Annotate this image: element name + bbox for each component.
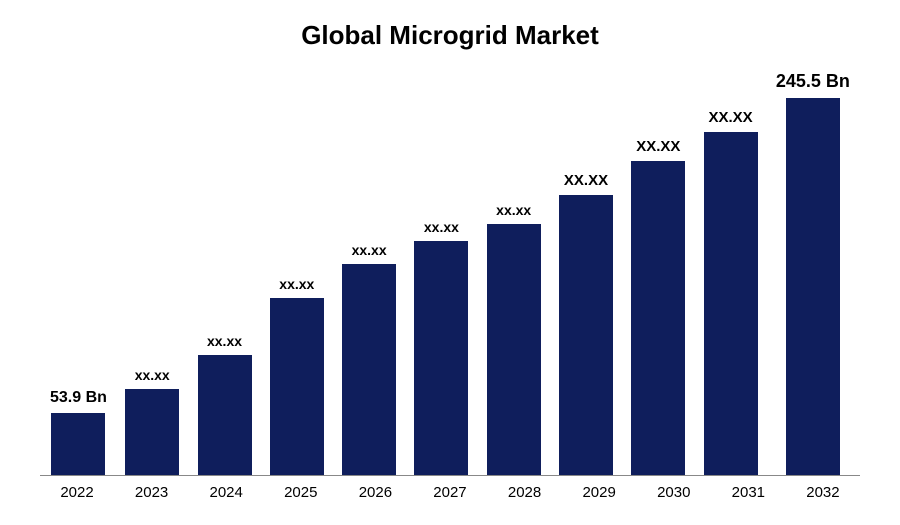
bar-value-label: XX.XX — [564, 172, 608, 189]
bar-group: xx.xx — [414, 219, 468, 475]
x-axis: 2022 2023 2024 2025 2026 2027 2028 2029 2030 2031… — [40, 476, 860, 501]
bar — [125, 389, 179, 475]
x-axis-label: 2026 — [348, 484, 402, 501]
plot-area: 53.9 Bn xx.xx xx.xx xx.xx xx.xx xx.xx xx.xx XX.… — [40, 76, 860, 476]
x-axis-label: 2032 — [796, 484, 850, 501]
bar-value-label: XX.XX — [709, 109, 753, 126]
bar — [342, 264, 396, 475]
chart-container: Global Microgrid Market 53.9 Bn xx.xx xx.x… — [0, 0, 900, 525]
bar-value-label: xx.xx — [135, 367, 170, 383]
x-axis-label: 2022 — [50, 484, 104, 501]
bar-value-label: xx.xx — [207, 333, 242, 349]
x-axis-label: 2025 — [274, 484, 328, 501]
bar-group: xx.xx — [125, 367, 179, 475]
bar — [559, 195, 613, 475]
bar-group: 53.9 Bn — [50, 389, 107, 475]
bar-group: xx.xx — [270, 276, 324, 475]
bar-group: XX.XX — [704, 109, 758, 475]
bar-group: xx.xx — [487, 202, 541, 475]
bar-value-label: xx.xx — [279, 276, 314, 292]
bar — [198, 355, 252, 475]
bar — [704, 132, 758, 475]
bar-value-label: 245.5 Bn — [776, 71, 850, 92]
bar — [414, 241, 468, 475]
bar-group: xx.xx — [342, 242, 396, 475]
bar-group: xx.xx — [198, 333, 252, 475]
bar — [487, 224, 541, 475]
x-axis-label: 2029 — [572, 484, 626, 501]
x-axis-label: 2028 — [498, 484, 552, 501]
x-axis-label: 2030 — [647, 484, 701, 501]
bar-value-label: 53.9 Bn — [50, 389, 107, 407]
bar — [786, 98, 840, 475]
bar-value-label: XX.XX — [636, 138, 680, 155]
bar-group: XX.XX — [559, 172, 613, 475]
x-axis-label: 2031 — [721, 484, 775, 501]
chart-title: Global Microgrid Market — [40, 20, 860, 51]
bar-group: XX.XX — [631, 138, 685, 475]
bar — [51, 413, 105, 475]
bar — [270, 298, 324, 475]
bar-group: 245.5 Bn — [776, 71, 850, 475]
x-axis-label: 2027 — [423, 484, 477, 501]
bar-value-label: xx.xx — [424, 219, 459, 235]
x-axis-label: 2024 — [199, 484, 253, 501]
x-axis-label: 2023 — [125, 484, 179, 501]
bar-value-label: xx.xx — [496, 202, 531, 218]
bar — [631, 161, 685, 475]
bar-value-label: xx.xx — [352, 242, 387, 258]
